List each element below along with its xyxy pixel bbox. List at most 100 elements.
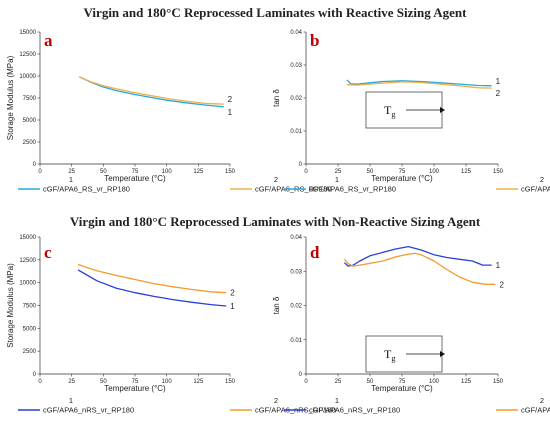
- x-axis-label: Temperature (°C): [104, 174, 166, 183]
- legend-number-2: 2: [274, 175, 278, 184]
- legend-number-1: 1: [335, 175, 339, 184]
- y-tick-label: 15000: [19, 235, 36, 241]
- legend-entry-2: cGF/APA6_RS_RP180: [521, 185, 550, 194]
- y-tick-label: 5000: [23, 326, 37, 332]
- chart-panel-d: 0 25 50 75 100 125 150 0 0.01 0.02 0.03 0.04 Tempera…: [272, 235, 550, 415]
- series-line-1: [346, 79, 492, 87]
- y-tick-label: 0: [299, 162, 303, 168]
- legend-number-1: 1: [69, 175, 73, 184]
- y-axis-label: tan δ: [272, 89, 281, 107]
- legend-entry-1: cGF/APA6_RS_vr_RP180: [43, 185, 130, 194]
- series-end-label-1: 1: [496, 261, 501, 270]
- series-line-1: [79, 76, 224, 108]
- x-tick-label: 0: [38, 169, 42, 175]
- series-line-2: [79, 76, 224, 105]
- x-tick-label: 50: [367, 169, 374, 175]
- panel-label: d: [310, 243, 320, 262]
- y-axis-label: Storage Modulus (MPa): [6, 55, 15, 140]
- series-line-2: [77, 263, 227, 294]
- x-tick-label: 25: [335, 379, 342, 385]
- series-end-label-1: 1: [496, 77, 501, 86]
- y-tick-label: 2500: [23, 140, 37, 146]
- x-axis-label: Temperature (°C): [104, 384, 166, 393]
- x-tick-label: 100: [429, 169, 440, 175]
- y-tick-label: 0: [33, 162, 37, 168]
- series-end-label-1: 1: [230, 302, 235, 311]
- y-tick-label: 7500: [23, 96, 37, 102]
- tg-subscript: g: [391, 110, 395, 119]
- y-tick-label: 0: [33, 372, 37, 378]
- x-tick-label: 125: [193, 379, 204, 385]
- x-tick-label: 0: [304, 169, 308, 175]
- top-section-title: Virgin and 180°C Reprocessed Laminates w…: [83, 5, 467, 20]
- x-tick-label: 100: [162, 379, 173, 385]
- series-line-2: [343, 252, 496, 285]
- y-tick-label: 12500: [19, 258, 36, 264]
- series-line-2: [347, 81, 492, 89]
- series-end-label-2: 2: [230, 289, 235, 298]
- x-tick-label: 25: [335, 169, 342, 175]
- x-tick-label: 0: [304, 379, 308, 385]
- x-tick-label: 125: [461, 379, 472, 385]
- series-end-label-1: 1: [228, 108, 233, 117]
- x-tick-label: 50: [100, 379, 107, 385]
- legend-entry-2: cGF/APA6_nRS_RP180: [521, 406, 550, 415]
- x-tick-label: 150: [493, 379, 504, 385]
- x-tick-label: 75: [132, 169, 139, 175]
- legend-number-2: 2: [540, 175, 544, 184]
- tg-annotation-label: Tg: [384, 347, 395, 363]
- panel-label: b: [310, 31, 319, 50]
- y-tick-label: 10000: [19, 74, 36, 80]
- tg-arrow-head: [440, 107, 445, 113]
- x-tick-label: 150: [225, 379, 236, 385]
- tg-arrow-head: [440, 351, 445, 357]
- y-tick-label: 7500: [23, 304, 37, 310]
- legend-entry-1: cGF/APA6_nRS_vr_RP180: [309, 406, 400, 415]
- y-tick-label: 0.02: [290, 304, 302, 310]
- x-axis-label: Temperature (°C): [371, 384, 433, 393]
- x-axis-label: Temperature (°C): [371, 174, 433, 183]
- y-tick-label: 0.02: [290, 96, 302, 102]
- chart-panel-b: 0 25 50 75 100 125 150 0 0.01 0.02 0.03 0.04 Tempera…: [272, 30, 550, 194]
- x-tick-label: 100: [162, 169, 173, 175]
- y-tick-label: 0: [299, 372, 303, 378]
- x-tick-label: 100: [429, 379, 440, 385]
- series-line-1: [343, 245, 492, 267]
- x-tick-label: 50: [100, 169, 107, 175]
- series-end-label-2: 2: [496, 89, 501, 98]
- x-tick-label: 75: [399, 379, 406, 385]
- legend-entry-1: cGF/APA6_nRS_vr_RP180: [43, 406, 134, 415]
- legend-entry-1: cGF/APA6_RS_vr_RP180: [309, 185, 396, 194]
- y-tick-label: 0.01: [290, 129, 302, 135]
- panel-label: c: [44, 243, 52, 262]
- y-tick-label: 2500: [23, 349, 37, 355]
- bottom-section-title: Virgin and 180°C Reprocessed Laminates w…: [69, 214, 481, 229]
- legend-number-1: 1: [335, 396, 339, 405]
- x-tick-label: 125: [461, 169, 472, 175]
- tg-annotation-label: Tg: [384, 103, 395, 119]
- y-axis-label: Storage Modulus (MPa): [6, 263, 15, 348]
- legend-number-1: 1: [69, 396, 73, 405]
- y-tick-label: 15000: [19, 30, 36, 36]
- x-tick-label: 150: [493, 169, 504, 175]
- series-end-label-2: 2: [228, 95, 233, 104]
- y-tick-label: 0.04: [290, 30, 302, 36]
- x-tick-label: 25: [68, 379, 75, 385]
- chart-panel-c: 0 25 50 75 100 125 150025005000750010000125001…: [6, 235, 336, 415]
- x-tick-label: 125: [193, 169, 204, 175]
- y-tick-label: 0.04: [290, 235, 302, 241]
- tg-subscript: g: [391, 354, 395, 363]
- panel-label: a: [44, 31, 53, 50]
- y-tick-label: 0.01: [290, 338, 302, 344]
- x-tick-label: 75: [132, 379, 139, 385]
- series-end-label-2: 2: [499, 280, 504, 289]
- legend-number-2: 2: [274, 396, 278, 405]
- x-tick-label: 50: [367, 379, 374, 385]
- chart-panel-a: 0 25 50 75 100 125 150025005000750010000125001…: [6, 30, 332, 194]
- y-tick-label: 0.03: [290, 269, 302, 275]
- x-tick-label: 25: [68, 169, 75, 175]
- y-axis-label: tan δ: [272, 296, 281, 314]
- y-tick-label: 12500: [19, 52, 36, 58]
- y-tick-label: 0.03: [290, 63, 302, 69]
